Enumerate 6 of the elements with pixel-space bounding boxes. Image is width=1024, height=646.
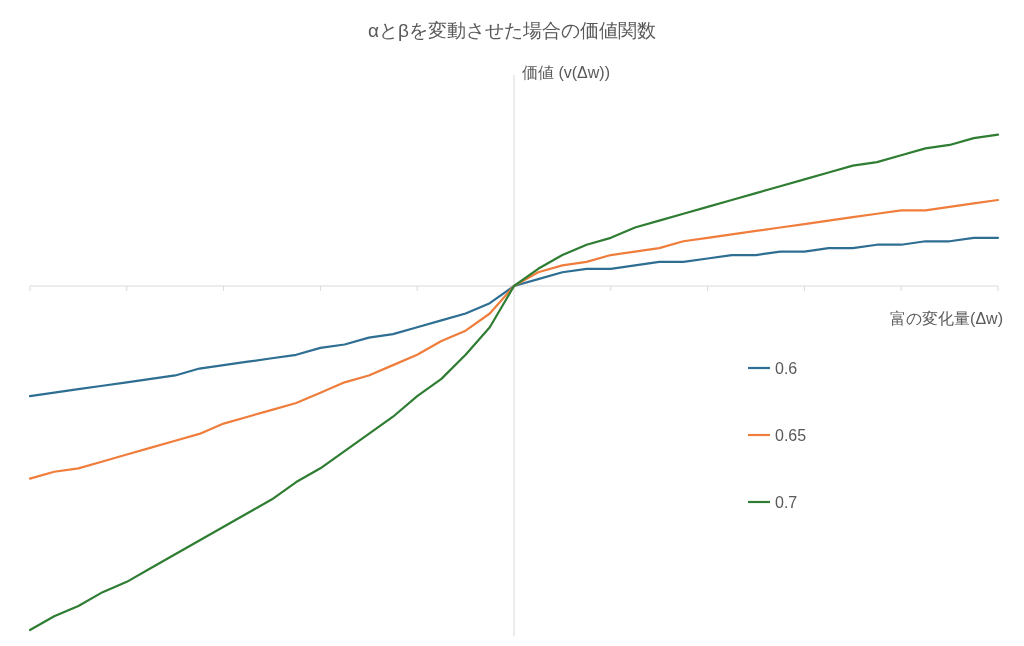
y-axis-title: 価値 (v(Δw)) [522,64,610,81]
x-axis-title: 富の変化量(Δw) [890,310,1003,327]
chart-title: αとβを変動させた場合の価値関数 [368,20,656,41]
legend-label: 0.65 [775,427,807,444]
legend-label: 0.6 [775,360,798,377]
legend-label: 0.7 [775,494,798,511]
